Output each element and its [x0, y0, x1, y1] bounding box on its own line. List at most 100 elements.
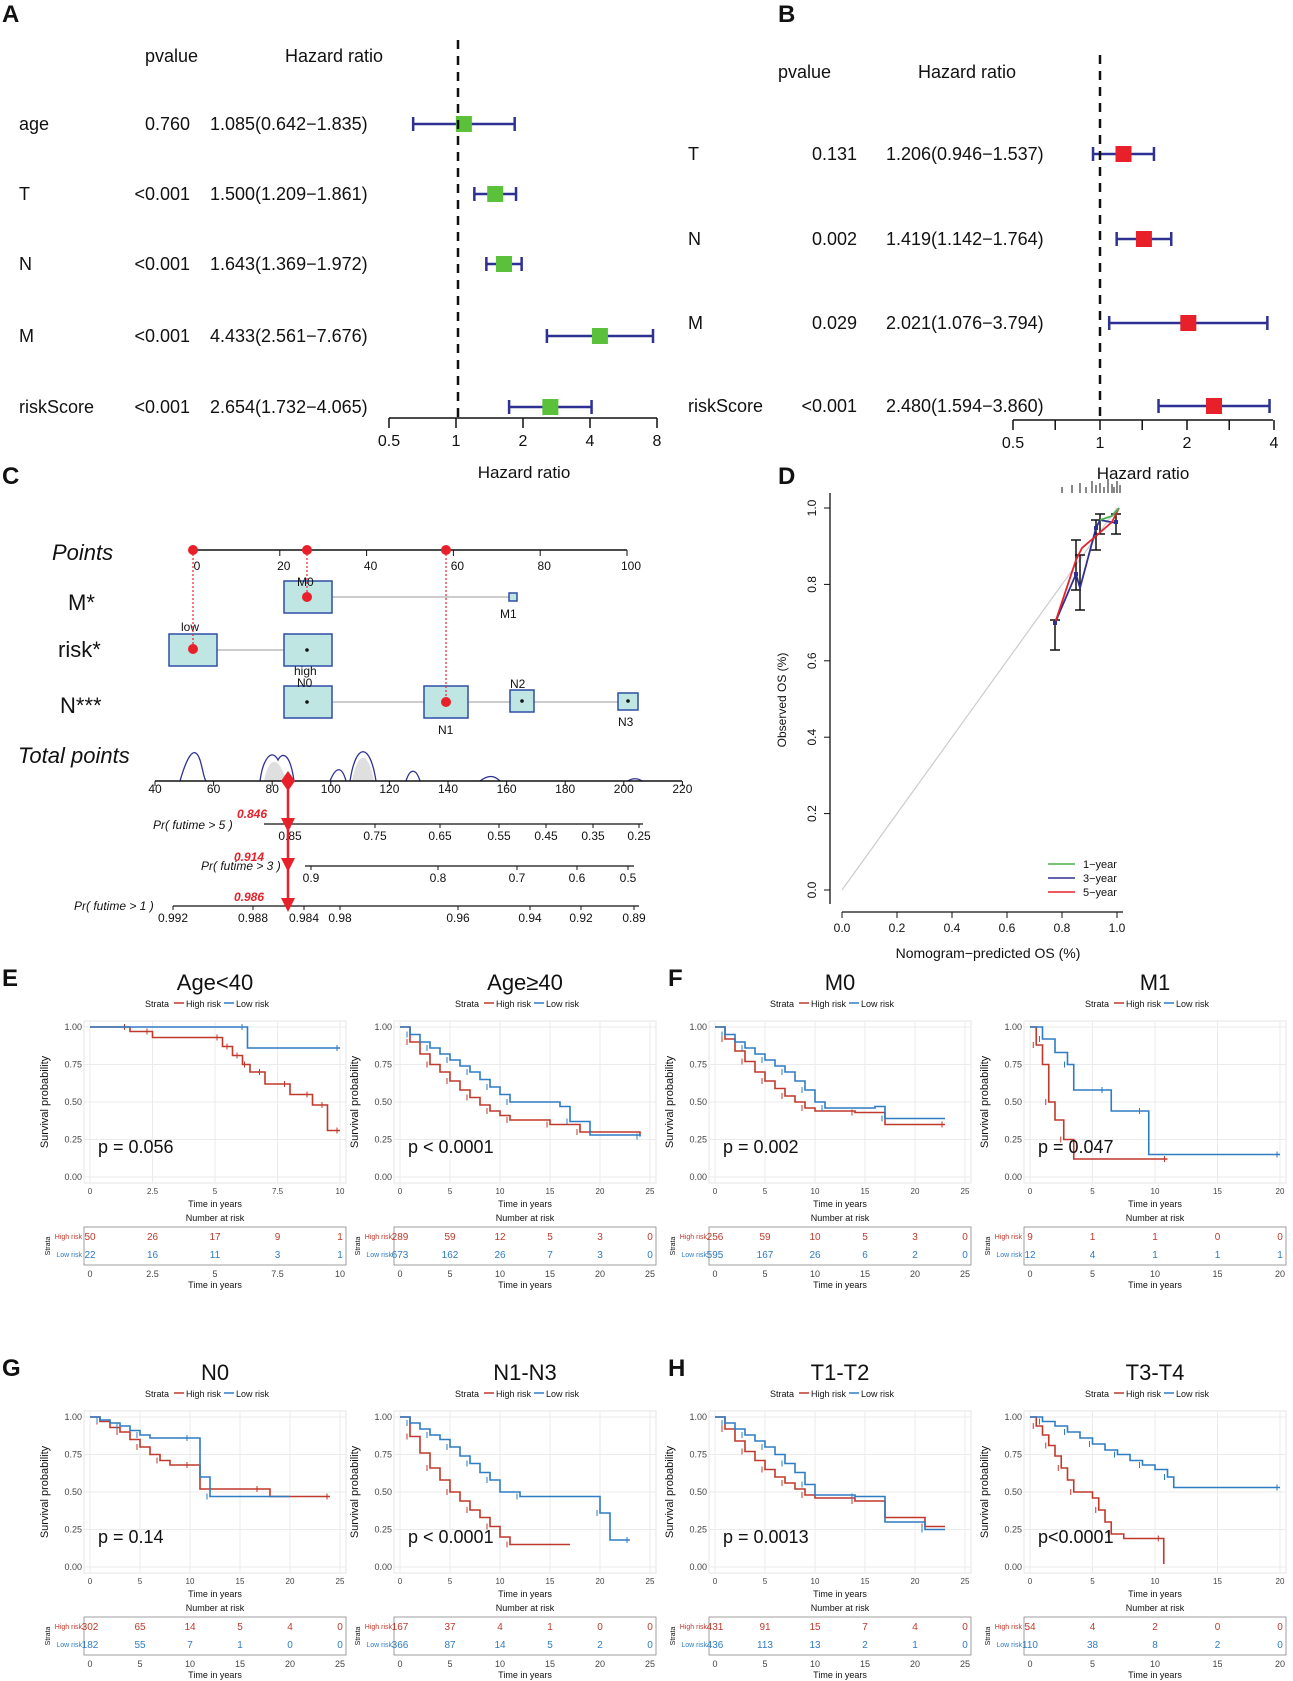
surv-tick-label: 0.8	[430, 871, 447, 885]
km-risk-xtick-label: 0	[712, 1269, 717, 1279]
km-xtick-label: 5	[448, 1187, 453, 1196]
forest-tick-label: 0.5	[378, 433, 400, 450]
km-risk-low-count: 436	[707, 1640, 724, 1651]
panel-c-letter: C	[2, 463, 19, 490]
forest-row-hr: 1.206(0.946−1.537)	[886, 144, 1044, 164]
cal-y-tick-label: 0.0	[805, 881, 819, 898]
km-risk-low-count: 38	[1087, 1640, 1099, 1651]
km-risk-high-count: 4	[1090, 1622, 1096, 1633]
km-xtick-label: 2.5	[147, 1187, 159, 1196]
km-xtick-label: 10	[811, 1577, 820, 1586]
km-xtick-label: 0	[398, 1577, 403, 1586]
calibration-3yr-line	[1054, 518, 1117, 624]
km-ytick-label: 0.25	[689, 1525, 707, 1535]
surv-tick-label: 0.92	[569, 911, 593, 925]
forest-row-pvalue: 0.760	[145, 114, 190, 134]
km-xlabel: Time in years	[498, 1199, 552, 1209]
n1-selected	[441, 697, 451, 707]
km-ytick-label: 0.50	[1004, 1097, 1022, 1107]
km-risk-table	[708, 1226, 972, 1266]
forest-row-hr: 1.085(0.642−1.835)	[210, 114, 368, 134]
km-xtick-label: 0	[713, 1187, 718, 1196]
km-ytick-label: 0.25	[374, 1525, 392, 1535]
km-risk-strata: Strata	[985, 1237, 992, 1256]
km-risk-xtick-label: 15	[545, 1269, 555, 1279]
panel-b-xlabel: Hazard ratio	[1097, 464, 1190, 483]
surv1-marker	[281, 898, 295, 912]
surv3-pred: 0.914	[234, 850, 264, 864]
km-risk-table	[393, 1226, 657, 1266]
forest-tick-label: 4	[1270, 435, 1279, 452]
cal-x-tick-label: 0.2	[889, 921, 906, 935]
km-legend-high: High risk	[496, 999, 532, 1009]
km-risk-strata: Strata	[45, 1237, 52, 1256]
km-risk-xtick-label: 0	[87, 1269, 92, 1279]
km-strata-label: Strata	[770, 999, 794, 1009]
km-xtick-label: 20	[596, 1187, 605, 1196]
forest-row-name: M	[19, 326, 34, 346]
km-low-risk-curve	[400, 1416, 630, 1541]
km-risk-low-count: 0	[647, 1250, 653, 1261]
forest-point	[542, 399, 559, 415]
km-risk-xtick-label: 20	[285, 1659, 295, 1669]
km-risk-xlabel: Time in years	[188, 1280, 242, 1290]
km-risk-low-label: Low risk	[56, 1252, 82, 1259]
km-ytick-label: 1.00	[64, 1022, 82, 1032]
km-risk-xlabel: Time in years	[498, 1670, 552, 1680]
km-title: M1	[1140, 970, 1171, 995]
km-xtick-label: 15	[546, 1187, 555, 1196]
km-xtick-label: 15	[546, 1577, 555, 1586]
km-risk-high-count: 0	[1277, 1622, 1283, 1633]
km-risk-low-count: 5	[547, 1640, 553, 1651]
km-risk-high-count: 15	[809, 1622, 821, 1633]
n0-dot	[305, 700, 309, 704]
km-risk-low-count: 1	[337, 1250, 343, 1261]
km-risk-high-count: 59	[759, 1232, 771, 1243]
km-title: Age<40	[177, 970, 253, 995]
km-high-risk-curve	[715, 1026, 945, 1126]
forest-tick-label: 1	[452, 433, 461, 450]
forest-row-hr: 2.480(1.594−3.860)	[886, 396, 1044, 416]
rug-marks	[1061, 479, 1121, 493]
km-risk-low-count: 113	[757, 1640, 773, 1651]
km-risk-xtick-label: 10	[185, 1659, 195, 1669]
km-ytick-label: 0.25	[1004, 1135, 1022, 1145]
surv-tick-label: 0.992	[158, 911, 188, 925]
m1-label: M1	[500, 607, 517, 621]
km-risk-high-label: High risk	[995, 1624, 1023, 1631]
km-risk-high-count: 0	[962, 1622, 968, 1633]
km-risk-xtick-label: 5	[137, 1659, 142, 1669]
panel-a: A pvalue Hazard ratio age 0.760 1.085(0.64…	[2, 1, 662, 482]
km-risk-high-count: 9	[1027, 1232, 1033, 1243]
km-ylabel: Survival probability	[979, 1445, 991, 1538]
points-marker-risk	[188, 545, 198, 555]
km-risk-high-label: High risk	[365, 1624, 393, 1631]
cal-y-tick-label: 0.4	[805, 729, 819, 746]
forest-tick-label: 2	[519, 433, 528, 450]
km-risk-xtick-label: 0	[397, 1269, 402, 1279]
km-strata-label: Strata	[145, 999, 169, 1009]
calibration-5yr-line	[1054, 507, 1120, 624]
km-ytick-label: 0.75	[374, 1450, 392, 1460]
km-title: N0	[201, 1360, 229, 1385]
forest-row-pvalue: 0.002	[812, 229, 857, 249]
km-risk-low-count: 55	[134, 1640, 146, 1651]
km-risk-xtick-label: 15	[860, 1269, 870, 1279]
km-risk-strata: Strata	[670, 1237, 677, 1256]
km-low-risk-curve	[90, 1026, 340, 1049]
km-legend-high: High risk	[1126, 999, 1162, 1009]
km-risk-high-count: 50	[84, 1232, 96, 1243]
km-high-risk-curve	[1030, 1416, 1165, 1564]
km-risk-high-count: 5	[862, 1232, 868, 1243]
km-risk-low-count: 1	[1152, 1250, 1158, 1261]
km-legend-high: High risk	[811, 1389, 847, 1399]
km-risk-high-count: 0	[1215, 1622, 1221, 1633]
km-risk-low-count: 2	[912, 1250, 918, 1261]
km-risk-high-count: 4	[497, 1622, 503, 1633]
km-risk-xtick-label: 7.5	[271, 1269, 284, 1279]
km-xtick-label: 5	[1090, 1187, 1095, 1196]
n3-dot	[626, 699, 630, 703]
km-risk-low-count: 14	[494, 1640, 506, 1651]
